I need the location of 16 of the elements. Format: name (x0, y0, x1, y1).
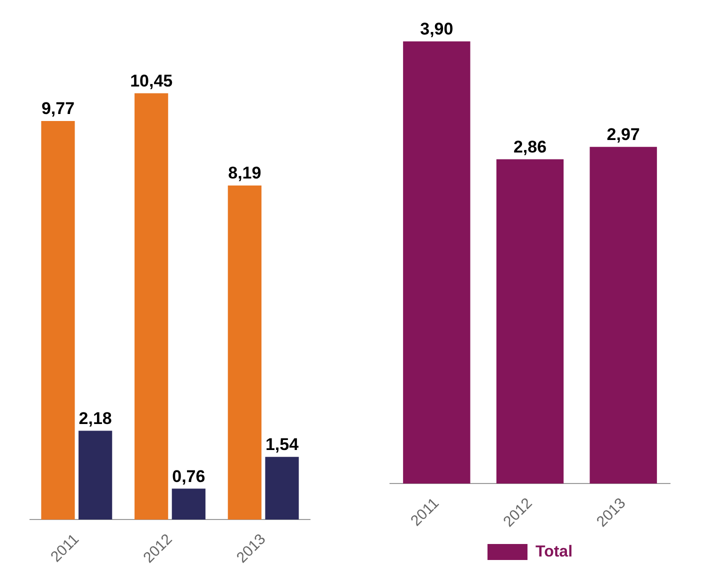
data-label: 2,18 (78, 408, 112, 428)
bar (41, 121, 75, 520)
data-label: 9,77 (41, 99, 75, 118)
data-label: 8,19 (228, 164, 262, 183)
data-label: 2,86 (513, 137, 547, 156)
data-label: 2,97 (606, 125, 640, 144)
data-label: 0,76 (172, 466, 206, 486)
legend-label: Total (535, 543, 573, 560)
bar (78, 430, 112, 520)
data-label: 1,54 (265, 435, 300, 454)
bar (265, 456, 299, 520)
data-label: 10,45 (130, 71, 173, 90)
bar (172, 488, 206, 520)
data-label: 3,90 (420, 20, 454, 39)
bar (228, 185, 262, 520)
bar (134, 93, 168, 520)
